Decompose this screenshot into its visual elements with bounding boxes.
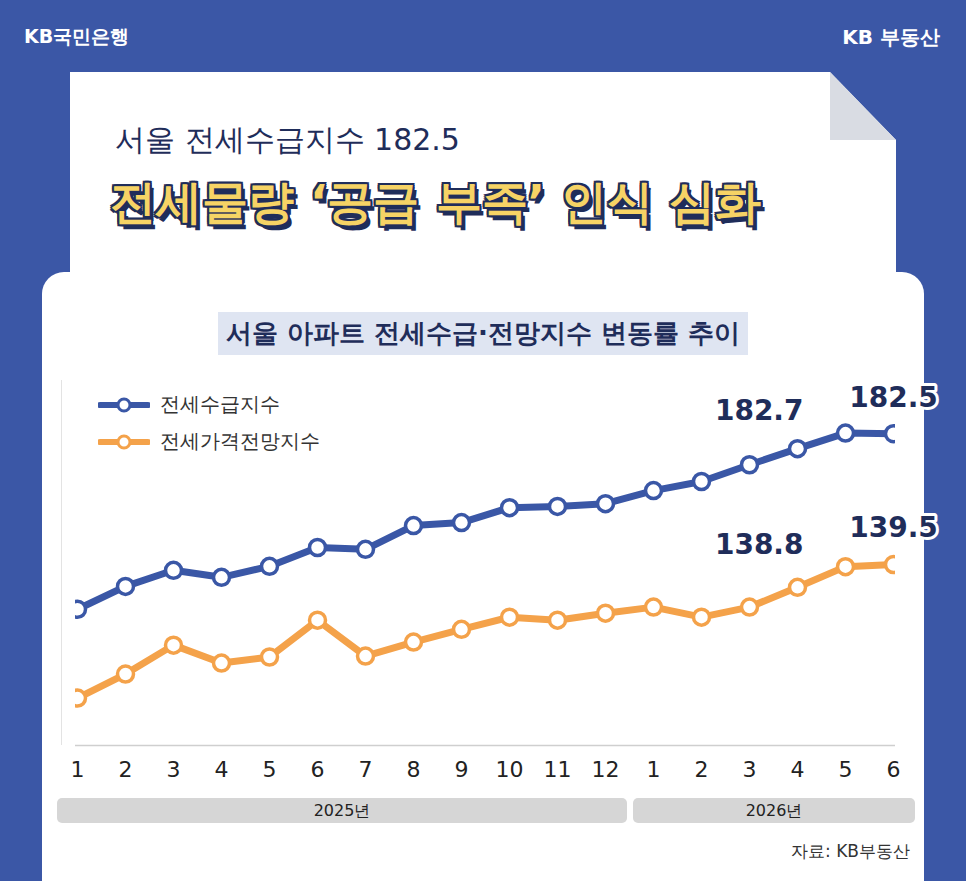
svg-text:4: 4 xyxy=(215,757,229,782)
html-text:전세물량 ‘공급 부족’ 인식 심화: 전세물량 ‘공급 부족’ 인식 심화 xyxy=(110,175,761,229)
svg-text:7: 7 xyxy=(359,757,373,782)
svg-text:10: 10 xyxy=(496,757,524,782)
svg-text:11: 11 xyxy=(544,757,572,782)
svg-text:1: 1 xyxy=(647,757,661,782)
svg-text:182.5: 182.5 xyxy=(849,381,938,414)
svg-text:9: 9 xyxy=(455,757,469,782)
html-text:전세수급지수: 전세수급지수 xyxy=(160,392,280,416)
html-text:서울 전세수급지수 182.5: 서울 전세수급지수 182.5 xyxy=(115,122,460,157)
svg-text:182.7: 182.7 xyxy=(715,394,804,427)
svg-text:1: 1 xyxy=(71,757,85,782)
svg-text:2: 2 xyxy=(695,757,709,782)
html-text:KB국민은행: KB국민은행 xyxy=(24,25,130,47)
html-text:자료: KB부동산: 자료: KB부동산 xyxy=(791,841,910,861)
svg-text:3: 3 xyxy=(167,757,181,782)
html-text:2025년: 2025년 xyxy=(313,801,371,820)
html-text:KB 부동산: KB 부동산 xyxy=(842,25,940,49)
svg-text:6: 6 xyxy=(887,757,901,782)
html-text:전세가격전망지수: 전세가격전망지수 xyxy=(160,429,320,453)
svg-text:8: 8 xyxy=(407,757,421,782)
svg-text:139.5: 139.5 xyxy=(849,511,938,544)
svg-text:6: 6 xyxy=(311,757,325,782)
svg-text:138.8: 138.8 xyxy=(715,528,804,561)
svg-text:5: 5 xyxy=(263,757,277,782)
svg-text:2: 2 xyxy=(119,757,133,782)
svg-text:12: 12 xyxy=(592,757,620,782)
html-text:서울 아파트 전세수급·전망지수 변동률 추이: 서울 아파트 전세수급·전망지수 변동률 추이 xyxy=(226,318,740,348)
html-text:2026년: 2026년 xyxy=(745,801,803,820)
svg-text:3: 3 xyxy=(743,757,757,782)
svg-text:5: 5 xyxy=(839,757,853,782)
svg-text:4: 4 xyxy=(791,757,805,782)
